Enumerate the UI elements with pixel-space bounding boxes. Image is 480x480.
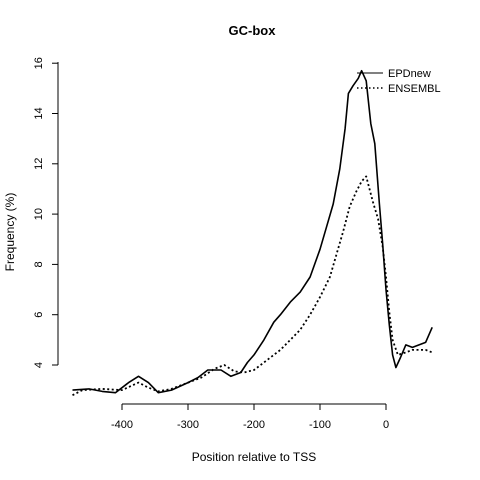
x-axis-title: Position relative to TSS: [192, 450, 317, 464]
x-tick-label: 0: [383, 419, 389, 431]
x-tick-label: -300: [177, 419, 199, 431]
x-tick-label: -200: [243, 419, 265, 431]
x-axis-ticks: -400 -300 -200 -100 0: [111, 404, 389, 431]
y-tick-label: 14: [33, 107, 45, 119]
x-tick-label: -100: [309, 419, 331, 431]
series-line-ensembl: [72, 175, 433, 397]
y-tick-label: 10: [33, 208, 45, 220]
y-tick-label: 12: [33, 158, 45, 170]
y-tick-label: 4: [33, 362, 45, 368]
y-axis-ticks: 4 6 8 10 12 14 16: [33, 57, 58, 368]
y-axis-title: Frequency (%): [3, 193, 17, 272]
x-tick-label: -400: [111, 419, 133, 431]
y-tick-label: 8: [33, 261, 45, 267]
series-line-epdnew: [72, 69, 433, 394]
series-lines: [72, 69, 433, 397]
legend: EPDnew ENSEMBL: [357, 68, 441, 95]
chart-title: GC-box: [229, 23, 277, 38]
y-tick-label: 6: [33, 312, 45, 318]
legend-label-epdnew: EPDnew: [388, 68, 431, 80]
y-tick-label: 16: [33, 57, 45, 69]
legend-label-ensembl: ENSEMBL: [388, 83, 441, 95]
